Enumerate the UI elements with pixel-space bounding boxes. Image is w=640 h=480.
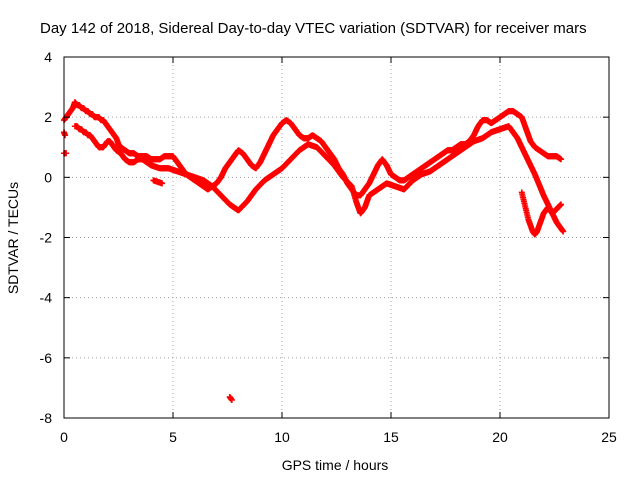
data-point: [558, 156, 565, 163]
y-tick-label: -2: [40, 230, 53, 246]
x-tick-label: 5: [169, 429, 177, 445]
data-point: [62, 132, 69, 139]
data-point: [558, 201, 565, 208]
chart-title: Day 142 of 2018, Sidereal Day-to-day VTE…: [40, 20, 587, 37]
x-tick-label: 0: [60, 429, 68, 445]
x-tick-label: 25: [601, 429, 617, 445]
y-axis-label: SDTVAR / TECUs: [5, 182, 21, 294]
y-tick-label: -8: [40, 410, 53, 426]
y-tick-label: 0: [44, 169, 52, 185]
y-tick-label: -6: [40, 350, 53, 366]
x-tick-label: 20: [492, 429, 508, 445]
axis-ticks: [63, 56, 610, 419]
y-tick-label: -4: [40, 290, 53, 306]
x-tick-label: 15: [383, 429, 399, 445]
data-point: [228, 396, 235, 403]
x-tick-label: 10: [274, 429, 290, 445]
data-points: [61, 99, 567, 403]
y-tick-label: 2: [44, 109, 52, 125]
data-point: [159, 180, 166, 187]
data-point: [560, 228, 567, 235]
x-axis-label: GPS time / hours: [282, 457, 389, 473]
y-tick-label: 4: [44, 49, 52, 65]
tick-labels: 0 5 10 15 20 25 -8 -6 -4 -2 0 2 4: [40, 49, 617, 445]
